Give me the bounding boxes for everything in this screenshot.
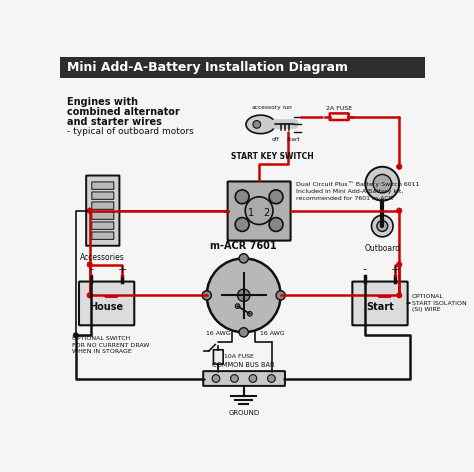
Circle shape: [207, 258, 281, 332]
Circle shape: [253, 120, 261, 128]
Circle shape: [235, 304, 240, 308]
Text: START KEY SWITCH: START KEY SWITCH: [231, 152, 314, 161]
FancyBboxPatch shape: [330, 113, 349, 120]
Text: 1: 1: [248, 208, 255, 218]
Circle shape: [239, 254, 248, 263]
Circle shape: [247, 312, 252, 316]
Text: 10A FUSE: 10A FUSE: [225, 354, 255, 360]
Text: 2: 2: [264, 208, 270, 218]
Text: run: run: [283, 105, 292, 110]
Circle shape: [73, 333, 79, 338]
Circle shape: [235, 218, 249, 231]
Circle shape: [245, 197, 273, 225]
Circle shape: [373, 175, 392, 193]
FancyBboxPatch shape: [92, 212, 114, 219]
Text: GROUND: GROUND: [228, 410, 259, 416]
Circle shape: [397, 293, 402, 298]
Text: 2A FUSE: 2A FUSE: [326, 106, 352, 110]
Circle shape: [239, 328, 248, 337]
FancyBboxPatch shape: [92, 202, 114, 209]
Circle shape: [377, 220, 388, 231]
FancyBboxPatch shape: [92, 182, 114, 189]
Circle shape: [267, 375, 275, 382]
Text: combined alternator: combined alternator: [66, 107, 179, 117]
Text: accessory: accessory: [251, 105, 281, 110]
FancyBboxPatch shape: [92, 192, 114, 199]
Text: +: +: [118, 264, 127, 275]
Circle shape: [372, 215, 393, 237]
Circle shape: [87, 208, 92, 213]
Text: and starter wires: and starter wires: [66, 117, 162, 126]
Bar: [61, 57, 425, 78]
Text: COMMON BUS BAR: COMMON BUS BAR: [212, 362, 275, 369]
Text: off: off: [272, 137, 280, 143]
Text: -: -: [89, 264, 93, 275]
FancyBboxPatch shape: [213, 350, 223, 364]
Text: OPTIONAL SWITCH
FOR NO CURRENT DRAW
WHEN IN STORAGE: OPTIONAL SWITCH FOR NO CURRENT DRAW WHEN…: [72, 336, 149, 354]
Text: +: +: [391, 264, 400, 275]
Text: 16 AWG: 16 AWG: [206, 331, 230, 336]
FancyBboxPatch shape: [86, 176, 119, 246]
Circle shape: [365, 167, 399, 201]
Text: Mini Add-A-Battery Installation Diagram: Mini Add-A-Battery Installation Diagram: [66, 61, 347, 74]
Text: Start: Start: [366, 302, 394, 312]
Circle shape: [397, 208, 402, 213]
FancyBboxPatch shape: [228, 181, 291, 241]
FancyBboxPatch shape: [79, 282, 134, 325]
Text: start: start: [287, 137, 301, 143]
Circle shape: [397, 262, 402, 267]
Text: Accessories: Accessories: [81, 253, 125, 262]
Circle shape: [235, 190, 249, 204]
FancyBboxPatch shape: [203, 371, 285, 386]
Text: Outboard: Outboard: [364, 244, 401, 253]
Circle shape: [249, 375, 257, 382]
Text: Dual Circuit Plus™ Battery Switch 6011
Included in Mini Add-A-Battery kit,
recom: Dual Circuit Plus™ Battery Switch 6011 I…: [296, 181, 419, 201]
Text: -: -: [363, 264, 366, 275]
FancyBboxPatch shape: [352, 282, 408, 325]
Circle shape: [202, 291, 211, 300]
Circle shape: [269, 218, 283, 231]
Text: 16 AWG: 16 AWG: [260, 331, 284, 336]
Circle shape: [276, 291, 285, 300]
Circle shape: [87, 262, 92, 267]
Circle shape: [397, 164, 402, 169]
Text: - typical of outboard motors: - typical of outboard motors: [66, 126, 193, 136]
Ellipse shape: [246, 115, 275, 134]
FancyBboxPatch shape: [92, 232, 114, 239]
Text: OPTIONAL
START ISOLATION
(SI) WIRE: OPTIONAL START ISOLATION (SI) WIRE: [411, 294, 466, 312]
Circle shape: [269, 190, 283, 204]
Circle shape: [237, 289, 250, 302]
Circle shape: [87, 293, 92, 298]
Text: House: House: [90, 302, 124, 312]
Circle shape: [231, 375, 238, 382]
Text: m-ACR 7601: m-ACR 7601: [210, 241, 277, 251]
FancyBboxPatch shape: [92, 222, 114, 229]
Circle shape: [212, 375, 220, 382]
Text: Engines with: Engines with: [66, 97, 137, 107]
